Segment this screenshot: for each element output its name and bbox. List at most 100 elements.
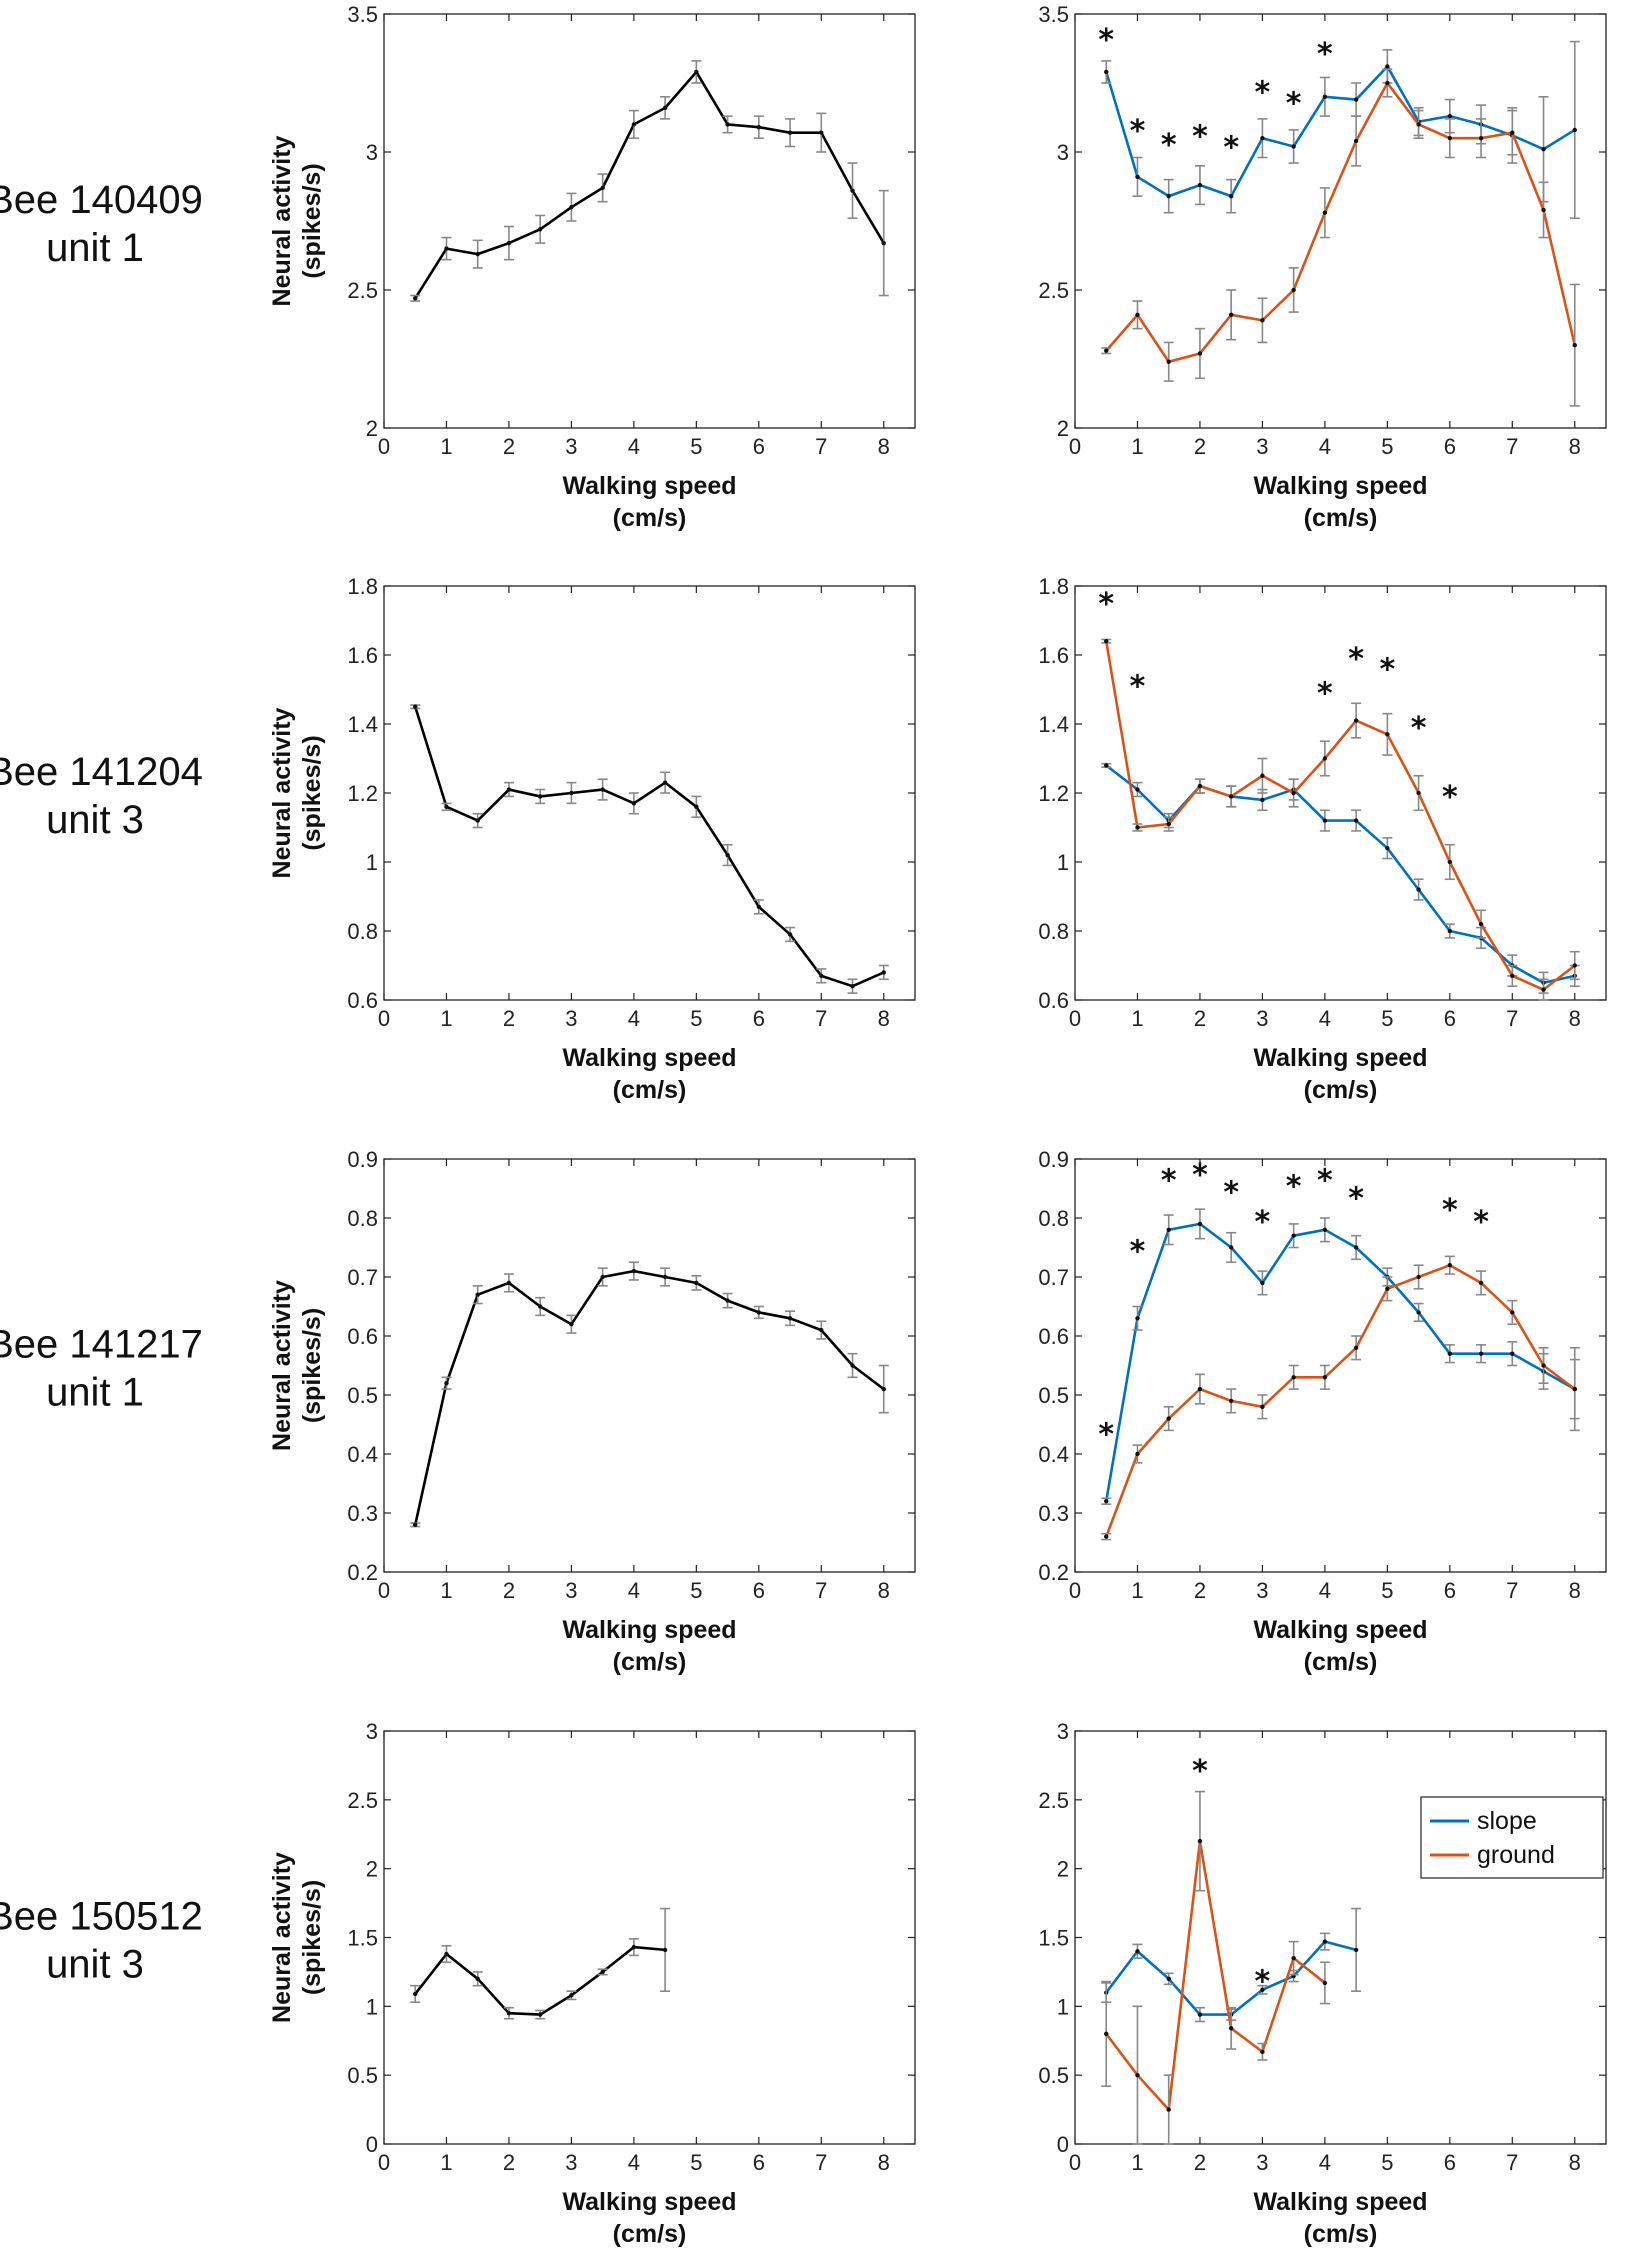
y-axis-label: Neural activity <box>268 135 296 306</box>
data-point <box>537 794 543 799</box>
data-point <box>1510 1351 1515 1356</box>
data-point <box>725 852 730 858</box>
x-tick-label: 8 <box>878 1578 890 1603</box>
x-tick-label: 3 <box>1256 434 1268 459</box>
data-point <box>1228 1245 1234 1250</box>
y-tick-label: 1.2 <box>1038 781 1069 806</box>
data-point <box>631 122 637 127</box>
x-tick-label: 5 <box>1381 434 1393 459</box>
data-point <box>1416 790 1421 796</box>
y-tick-label: 0 <box>366 2132 378 2157</box>
x-tick-label: 6 <box>1444 1578 1456 1603</box>
significance-star: * <box>1223 131 1239 166</box>
x-tick-label: 7 <box>1506 434 1518 459</box>
data-point <box>694 1280 699 1286</box>
significance-star: * <box>1192 1754 1208 1789</box>
data-point <box>1541 987 1546 992</box>
y-tick-label: 0.5 <box>347 2063 378 2088</box>
data-point <box>1385 64 1390 69</box>
y-tick-label: 2.5 <box>1038 1788 1069 1813</box>
data-point <box>1416 1310 1421 1315</box>
data-point <box>1260 2049 1265 2054</box>
significance-star: * <box>1317 1164 1333 1199</box>
x-tick-label: 7 <box>815 434 827 459</box>
data-point <box>1104 639 1109 644</box>
data-point <box>1572 1386 1577 1392</box>
data-point <box>881 240 886 246</box>
x-tick-label: 8 <box>878 1006 890 1031</box>
significance-star: * <box>1161 1164 1177 1199</box>
panel-0: 0 1 2 3 4 5 6 7 8 2 2.5 3 3.5 Walking speed (cm/s) Neur… <box>0 2 916 532</box>
x-tick-label: 3 <box>1256 1578 1268 1603</box>
data-point <box>1353 97 1359 102</box>
panel-7: 0 1 2 3 4 5 6 7 8 0 0.5 1 1.5 2 2.5 3 Walking speed (cm/s… <box>1038 1719 1607 2248</box>
data-point <box>1197 182 1203 188</box>
y-tick-label: 0.2 <box>1038 1560 1069 1585</box>
data-point <box>1135 1316 1140 1321</box>
x-axis-unit: (cm/s) <box>613 1648 687 1676</box>
data-point <box>725 122 730 127</box>
x-tick-label: 8 <box>878 434 890 459</box>
data-point <box>413 1522 418 1528</box>
x-tick-label: 5 <box>690 1006 702 1031</box>
data-point <box>1104 348 1109 353</box>
x-tick-label: 5 <box>1381 2150 1393 2175</box>
x-tick-label: 2 <box>1194 1578 1206 1603</box>
x-axis-unit: (cm/s) <box>613 2220 687 2248</box>
data-point <box>444 1381 449 1386</box>
data-point <box>1291 1233 1296 1238</box>
x-tick-label: 0 <box>1069 2150 1081 2175</box>
x-tick-label: 0 <box>378 2150 390 2175</box>
data-point <box>1416 887 1421 892</box>
significance-star: * <box>1380 652 1396 687</box>
x-axis-label: Walking speed <box>1253 1044 1427 1072</box>
data-point <box>1135 312 1140 318</box>
y-tick-label: 0.5 <box>1038 1383 1069 1408</box>
y-tick-label: 0.6 <box>347 988 378 1013</box>
data-point <box>1510 973 1515 979</box>
y-tick-label: 1 <box>1057 850 1069 875</box>
x-tick-label: 7 <box>815 1006 827 1031</box>
x-tick-label: 0 <box>378 1006 390 1031</box>
y-tick-label: 3.5 <box>1038 2 1069 27</box>
panel-6: 0 1 2 3 4 5 6 7 8 0 0.5 1 1.5 2 2.5 3 Walking speed (cm/s… <box>0 1719 916 2248</box>
series-line-slope <box>1104 1222 1576 1502</box>
series-combined <box>410 1907 671 2020</box>
y-axis-unit: (spikes/s) <box>298 163 326 278</box>
data-point <box>506 1280 512 1286</box>
data-point <box>1385 1286 1390 1292</box>
x-tick-label: 4 <box>1319 1578 1331 1603</box>
y-axis-label: Neural activity <box>268 1852 296 2023</box>
series-ground <box>1101 68 1580 407</box>
x-tick-label: 7 <box>1506 1578 1518 1603</box>
data-point <box>1478 1280 1484 1286</box>
data-point <box>1447 859 1453 865</box>
data-point <box>413 704 418 709</box>
data-point <box>569 205 574 210</box>
data-point <box>1104 1534 1109 1539</box>
data-point <box>1541 1363 1546 1368</box>
y-axis-unit: (spikes/s) <box>298 1880 326 1995</box>
x-tick-label: 5 <box>690 1578 702 1603</box>
y-tick-label: 1 <box>366 1994 378 2019</box>
data-point <box>1197 783 1203 789</box>
data-point <box>1260 136 1265 141</box>
x-tick-label: 1 <box>1131 1006 1143 1031</box>
x-tick-label: 0 <box>378 434 390 459</box>
data-point <box>850 188 855 193</box>
data-point <box>475 1292 480 1297</box>
x-tick-label: 8 <box>1569 434 1581 459</box>
data-point <box>1447 1351 1453 1356</box>
axes-frame <box>1074 1158 1607 1573</box>
y-tick-label: 2.5 <box>347 1788 378 1813</box>
series-line-ground <box>1105 1263 1576 1538</box>
x-tick-label: 1 <box>440 2150 452 2175</box>
data-point <box>1291 144 1296 149</box>
data-point <box>1197 2012 1203 2017</box>
data-point <box>1197 1838 1203 1844</box>
data-point <box>1385 732 1390 737</box>
significance-star: * <box>1317 37 1333 72</box>
data-point <box>1228 2026 1234 2031</box>
y-tick-label: 0.8 <box>1038 1206 1069 1231</box>
y-tick-label: 2 <box>1057 1857 1069 1882</box>
